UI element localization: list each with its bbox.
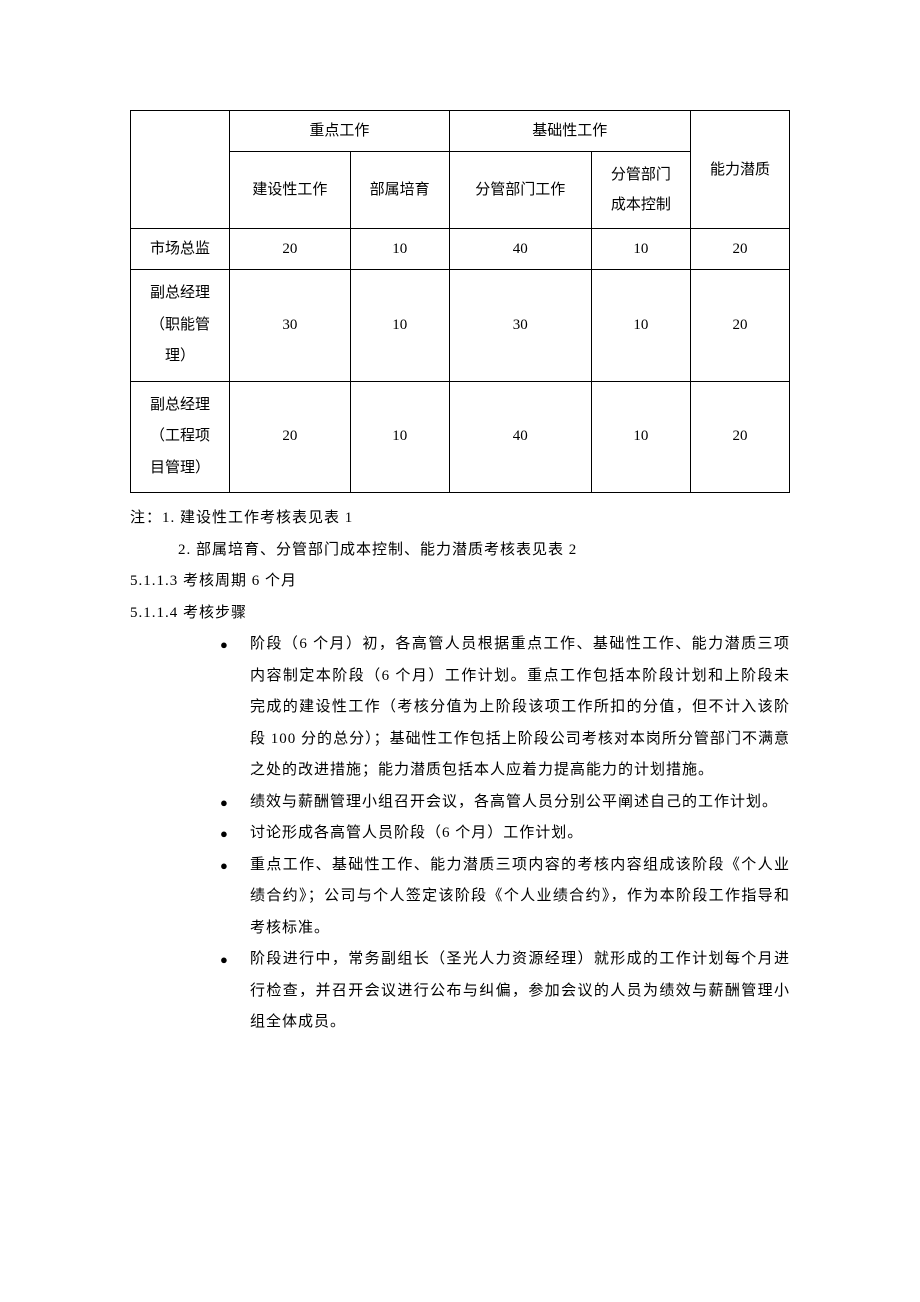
cell-value: 10 — [350, 381, 449, 493]
sub-header-col2: 部属培育 — [350, 152, 449, 229]
cell-value: 10 — [591, 270, 690, 382]
empty-header-cell — [131, 111, 230, 229]
table-row: 市场总监 20 10 40 10 20 — [131, 229, 790, 270]
cell-value: 10 — [350, 270, 449, 382]
row-label: 副总经理（工程项目管理） — [131, 381, 230, 493]
cell-value: 40 — [449, 229, 591, 270]
row-label: 副总经理（职能管理） — [131, 270, 230, 382]
cell-value: 20 — [690, 229, 789, 270]
row-label: 市场总监 — [131, 229, 230, 270]
table-row: 副总经理（工程项目管理） 20 10 40 10 20 — [131, 381, 790, 493]
list-item: 阶段（6 个月）初，各高管人员根据重点工作、基础性工作、能力潜质三项内容制定本阶… — [220, 629, 790, 787]
list-item: 重点工作、基础性工作、能力潜质三项内容的考核内容组成该阶段《个人业绩合约》；公司… — [220, 850, 790, 945]
cell-value: 30 — [230, 270, 351, 382]
list-item: 绩效与薪酬管理小组召开会议，各高管人员分别公平阐述自己的工作计划。 — [220, 787, 790, 819]
list-item: 阶段进行中，常务副组长（圣光人力资源经理）就形成的工作计划每个月进行检查，并召开… — [220, 944, 790, 1039]
cell-value: 20 — [230, 381, 351, 493]
header-group2: 基础性工作 — [449, 111, 690, 152]
cell-value: 40 — [449, 381, 591, 493]
note-line-2: 2. 部属培育、分管部门成本控制、能力潜质考核表见表 2 — [130, 535, 790, 567]
cell-value: 30 — [449, 270, 591, 382]
table-notes: 注：1. 建设性工作考核表见表 1 2. 部属培育、分管部门成本控制、能力潜质考… — [130, 503, 790, 566]
header-group1: 重点工作 — [230, 111, 450, 152]
cell-value: 10 — [350, 229, 449, 270]
header-col5: 能力潜质 — [690, 111, 789, 229]
sub-header-col3: 分管部门工作 — [449, 152, 591, 229]
steps-list: 阶段（6 个月）初，各高管人员根据重点工作、基础性工作、能力潜质三项内容制定本阶… — [130, 629, 790, 1039]
sub-header-col4: 分管部门成本控制 — [591, 152, 690, 229]
table-row: 副总经理（职能管理） 30 10 30 10 20 — [131, 270, 790, 382]
cell-value: 10 — [591, 381, 690, 493]
cell-value: 20 — [690, 381, 789, 493]
section-heading-steps: 5.1.1.4 考核步骤 — [130, 598, 790, 630]
cell-value: 10 — [591, 229, 690, 270]
sub-header-col1: 建设性工作 — [230, 152, 351, 229]
note-line-1: 注：1. 建设性工作考核表见表 1 — [130, 503, 790, 535]
cell-value: 20 — [230, 229, 351, 270]
list-item: 讨论形成各高管人员阶段（6 个月）工作计划。 — [220, 818, 790, 850]
assessment-table: 重点工作 基础性工作 能力潜质 建设性工作 部属培育 分管部门工作 分管部门成本… — [130, 110, 790, 493]
cell-value: 20 — [690, 270, 789, 382]
section-heading-cycle: 5.1.1.3 考核周期 6 个月 — [130, 566, 790, 598]
